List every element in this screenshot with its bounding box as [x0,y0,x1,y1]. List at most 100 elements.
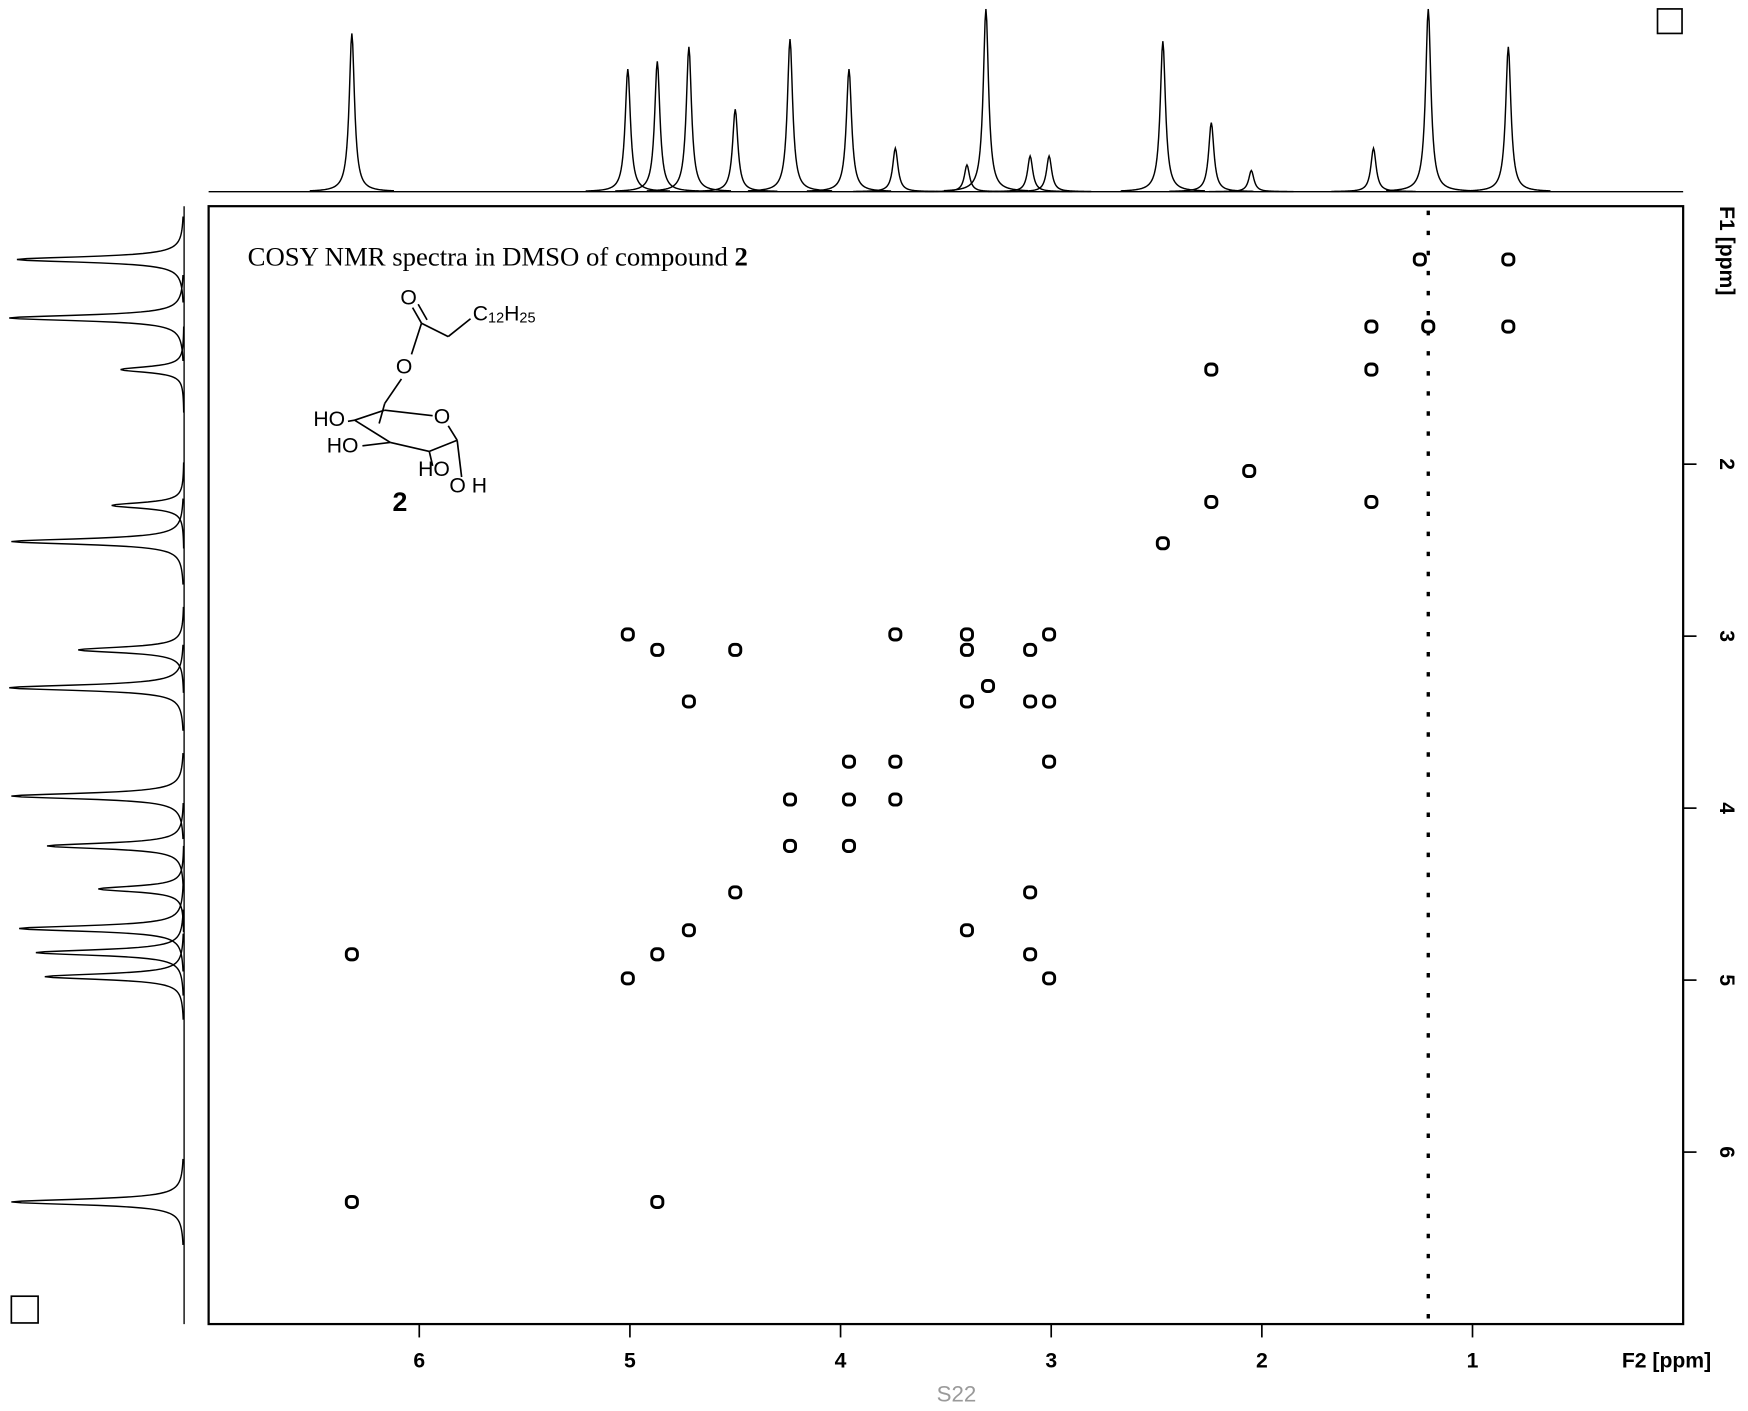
x-tick-label: 1 [1467,1350,1479,1373]
f2-peak [585,69,670,192]
atom-label: HO [418,458,450,481]
cross-peak [1023,642,1038,657]
f1-peak [120,326,185,413]
f1-peak [11,1158,184,1245]
f2-peak [988,153,1073,193]
cross-peak [1242,464,1257,479]
f2-peak [853,145,938,193]
f1-peak [98,845,185,932]
page-number: S22 [937,1381,977,1406]
cross-peak [959,923,974,938]
cross-peak [1364,362,1379,377]
compound-number: 2 [735,242,748,272]
atom-subscript: 12 [488,311,504,327]
cross-peak [1421,319,1436,334]
cross-peak [1204,494,1219,510]
f2-peak [806,69,892,192]
cross-peak [728,642,743,657]
f2-peak [1169,122,1254,193]
atom-label: H [504,302,519,325]
atom-subscript: 25 [519,311,535,327]
cross-peak [980,678,996,694]
f1-peak [19,885,184,972]
cross-peak [841,754,857,769]
y-axis-label: F1 [ppm] [1715,206,1738,295]
f1-peak [9,274,184,362]
atom-label: O [396,355,412,378]
cross-peak [959,642,974,657]
f1-peak [9,644,184,731]
corner-box [1656,8,1683,35]
y-tick-label: 5 [1715,974,1738,986]
cross-peak [650,642,665,657]
cross-peak [728,885,743,900]
f1-peak [16,216,184,303]
x-tick-label: 4 [835,1350,847,1373]
chain-label: C12H25 [473,302,536,327]
y-tick-label: 3 [1715,630,1738,642]
atom-label: O H [449,475,487,498]
cross-peak [1364,494,1379,510]
cross-peak [1042,971,1057,986]
cross-peak [681,694,696,709]
plot-frame [207,205,1685,1326]
annotation: COSY NMR spectra in DMSO of compound 2 [248,242,748,272]
f1-peak [111,462,185,549]
structure-labels: O C12H25 O O HO HO HO O H 2 [313,286,535,517]
cross-peak [1501,319,1516,334]
structure [347,303,472,478]
cross-peak [1042,754,1057,769]
f1-projection [9,216,185,1245]
cross-peak [620,971,635,986]
f1-peak [11,498,184,585]
f1-peak [46,802,184,889]
cross-peak [841,792,857,807]
atom-label: C [473,302,488,325]
f1-peak [78,606,185,693]
x-tick-label: 5 [624,1350,636,1373]
cross-peak [620,627,635,642]
corner-box [10,1295,39,1324]
y-tick-label: 2 [1715,458,1738,470]
cross-peak [841,838,857,853]
f1-peak [44,933,184,1020]
cross-peak [782,838,798,853]
cross-peak [1501,252,1516,267]
cross-peak [344,947,359,962]
cross-peak [1364,319,1379,334]
cross-peak [650,947,665,962]
cross-peak [1204,362,1219,377]
x-tick-label: 6 [413,1350,425,1373]
cross-peak [782,792,798,807]
cross-peak [1023,947,1038,962]
cross-peak [1023,885,1038,900]
cross-peak [888,754,903,769]
f2-peak [1386,8,1471,192]
f2-peak [693,109,778,192]
atom-label: O [400,286,416,309]
cross-peak [1042,627,1057,642]
atom-label: O [434,406,450,429]
cross-peak [650,1194,665,1209]
x-axis-label: F2 [ppm] [1622,1350,1711,1373]
compound-label: 2 [393,487,408,517]
y-tick-label: 6 [1715,1146,1738,1158]
atom-label: HO [313,408,345,431]
x-tick-label: 3 [1045,1350,1057,1373]
cross-peak [1155,536,1170,551]
f2-peak [1209,169,1294,193]
cross-peak [959,694,974,709]
cross-peak [888,627,903,642]
f2-peak [747,38,833,192]
cross-peak [1023,694,1038,709]
cross-peak [1042,694,1057,709]
f2-peak [615,61,700,192]
f2-peak [943,8,1029,192]
x-tick-label: 2 [1256,1350,1268,1373]
cross-peak [344,1194,359,1209]
cross-peak [681,923,696,938]
f1-peak [35,909,184,996]
cross-peak [888,792,903,807]
y-tick-label: 4 [1715,802,1738,814]
cross-peak [1412,252,1427,267]
